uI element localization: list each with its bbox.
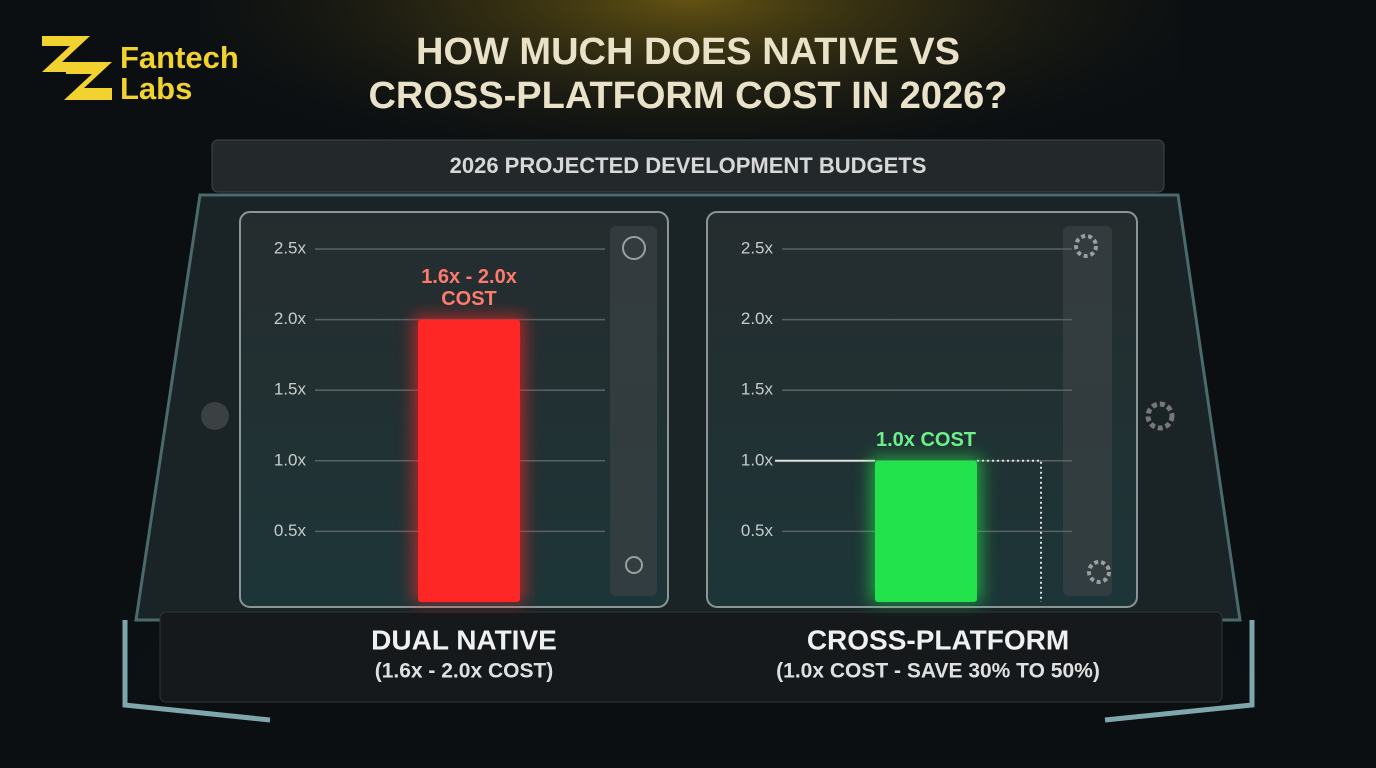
dollar-icon (622, 236, 646, 260)
category-note: (1.6x - 2.0x COST) (375, 660, 554, 683)
reference-dotted (977, 459, 1042, 602)
category-note: (1.0x COST - SAVE 30% TO 50%) (776, 660, 1100, 683)
bar-annotation: COST (441, 288, 497, 310)
y-tick-label: 2.0x (741, 309, 774, 328)
y-tick-label: 1.0x (274, 450, 307, 469)
y-tick-label: 2.5x (741, 238, 774, 257)
subtitle: 2026 PROJECTED DEVELOPMENT BUDGETS (450, 153, 927, 178)
y-tick-label: 2.5x (274, 238, 307, 257)
category-label: DUAL NATIVE (371, 624, 557, 655)
title: HOW MUCH DOES NATIVE VS (416, 31, 960, 73)
gear-icon (1074, 234, 1098, 258)
gear-icon (1087, 560, 1111, 584)
category-label: CROSS-PLATFORM (807, 624, 1069, 655)
logo-text: Fantech (120, 40, 239, 75)
y-tick-label: 0.5x (741, 521, 774, 540)
y-tick-label: 0.5x (274, 521, 307, 540)
bar-annotation: 1.0x COST (876, 429, 976, 451)
bar-annotation: 1.6x - 2.0x (421, 266, 517, 288)
logo-mark (42, 36, 112, 100)
bar (875, 460, 977, 602)
y-tick-label: 1.5x (274, 380, 307, 399)
y-tick-label: 2.0x (274, 309, 307, 328)
frame-edge (122, 620, 1255, 723)
y-tick-label: 1.5x (741, 380, 774, 399)
side-rail (1063, 226, 1112, 596)
label-bar (159, 611, 1223, 703)
y-tick-label: 1.0x (741, 450, 774, 469)
subtitle-bar (211, 139, 1165, 193)
dollar-icon (201, 402, 229, 430)
money-icon (625, 556, 643, 574)
gear-icon (1145, 401, 1175, 431)
chart-panel (706, 211, 1138, 608)
logo-text: Labs (120, 71, 192, 106)
bar (418, 319, 520, 602)
side-rail (610, 226, 657, 596)
title: CROSS-PLATFORM COST IN 2026? (368, 75, 1007, 117)
